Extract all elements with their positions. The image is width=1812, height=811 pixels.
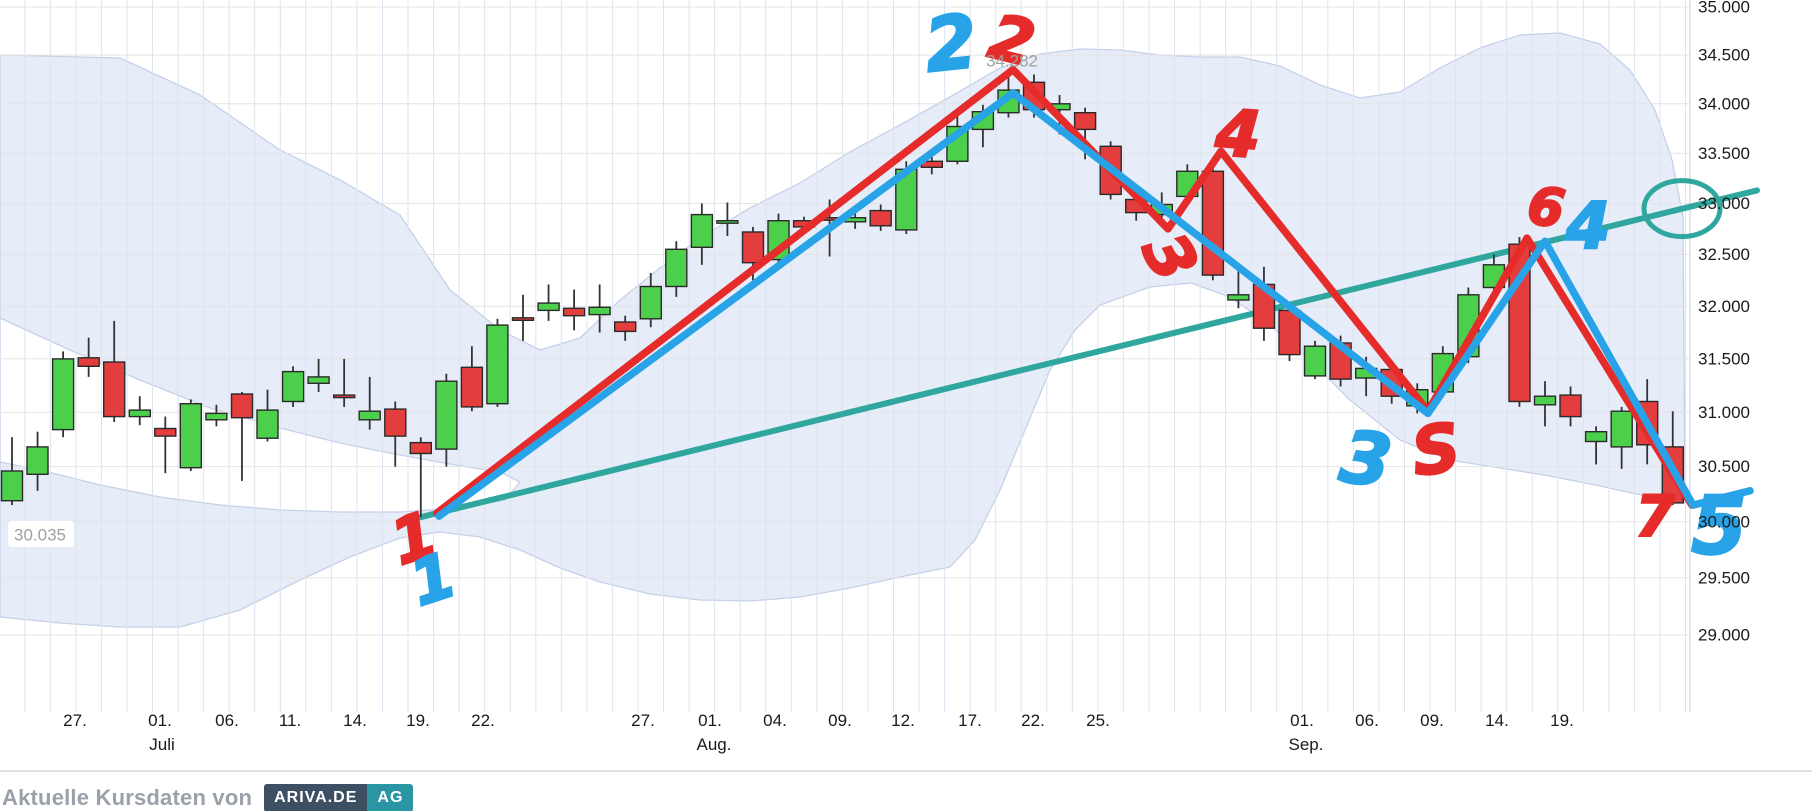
candle — [639, 285, 662, 320]
candle — [154, 427, 177, 437]
candle — [307, 376, 330, 384]
annotation-circle — [1641, 178, 1723, 240]
candle — [869, 209, 892, 227]
candle — [1559, 394, 1582, 418]
candle — [230, 393, 254, 419]
candle — [102, 361, 126, 418]
y-axis-label: 31.000 — [1698, 403, 1750, 422]
candle — [77, 357, 100, 367]
y-axis-label: 29.000 — [1698, 626, 1750, 645]
y-axis-label: 33.000 — [1698, 194, 1750, 213]
x-axis-label: 01. — [698, 711, 722, 730]
price-label: 34.282 — [986, 52, 1038, 71]
x-axis-label: 11. — [279, 711, 301, 730]
x-axis-label: 09. — [828, 711, 852, 730]
x-axis-label: 09. — [1420, 711, 1444, 730]
y-axis-label: 34.500 — [1698, 46, 1750, 65]
candle — [537, 302, 560, 312]
candle — [1073, 111, 1097, 131]
y-axis-label: 30.000 — [1698, 512, 1750, 531]
ariva-logo-name: ARIVA.DE — [264, 784, 368, 811]
x-axis-label: 12. — [891, 711, 915, 730]
candle — [1584, 431, 1608, 443]
x-axis-label: 22. — [1021, 711, 1045, 730]
y-axis-label: 33.500 — [1698, 144, 1750, 163]
candle — [26, 446, 49, 475]
x-axis-label: 17. — [958, 711, 982, 730]
candle — [1533, 395, 1557, 406]
wave-number-blue-2: 2 — [921, 0, 981, 89]
y-axis-label: 29.500 — [1698, 568, 1750, 587]
candle — [1303, 345, 1327, 377]
x-axis-month-label: Sep. — [1289, 735, 1324, 754]
x-axis-label: 19. — [1550, 711, 1574, 730]
candle — [51, 358, 75, 431]
candle — [665, 248, 688, 288]
candle — [435, 380, 458, 450]
x-axis-label: 01. — [148, 711, 172, 730]
candle — [1227, 294, 1250, 301]
wave-line-red — [433, 65, 1696, 517]
candle — [384, 408, 407, 437]
wave-number-red-S: S — [1407, 409, 1465, 492]
candle — [179, 403, 203, 469]
wave-number-blue-5: 5 — [1691, 480, 1747, 573]
data-source-footer: Aktuelle Kursdaten von ARIVA.DE AG — [2, 784, 414, 811]
candle — [460, 366, 484, 408]
candle — [333, 394, 356, 399]
candle — [281, 370, 305, 403]
x-axis-label: 19. — [406, 711, 430, 730]
y-axis-label: 32.500 — [1698, 245, 1750, 264]
footer-text: Aktuelle Kursdaten von — [2, 785, 253, 810]
candle — [128, 409, 152, 418]
x-axis-label: 27. — [631, 711, 655, 730]
price-label-box — [8, 521, 74, 547]
candle — [358, 410, 381, 421]
y-axis-label: 35.000 — [1698, 0, 1750, 17]
wave-number-red-2: 2 — [982, 0, 1042, 81]
candle — [588, 306, 611, 316]
x-axis-label: 27. — [63, 711, 87, 730]
candle — [0, 470, 24, 502]
x-axis-label: 25. — [1086, 711, 1110, 730]
candle — [1610, 410, 1633, 448]
candle — [511, 317, 535, 321]
candle — [741, 231, 765, 264]
candle — [486, 324, 509, 405]
wave-number-blue-4: 4 — [1565, 190, 1611, 264]
wave-line-blue — [435, 89, 1754, 520]
x-axis-month-label: Aug. — [697, 735, 732, 754]
candle — [409, 441, 432, 455]
x-axis-label: 06. — [1355, 711, 1379, 730]
candle — [716, 219, 739, 224]
candle — [1278, 309, 1301, 356]
wave-number-blue-3: 3 — [1335, 414, 1396, 504]
x-axis-label: 14. — [343, 711, 367, 730]
y-axis-label: 31.500 — [1698, 349, 1750, 368]
x-axis-label: 22. — [471, 711, 495, 730]
x-axis-label: 01. — [1290, 711, 1314, 730]
y-axis-label: 32.000 — [1698, 297, 1750, 316]
x-axis-month-label: Juli — [149, 735, 175, 754]
y-axis-label: 34.000 — [1698, 94, 1750, 113]
x-axis-label: 14. — [1485, 711, 1509, 730]
wave-number-red-6: 6 — [1524, 176, 1568, 240]
candle — [256, 409, 279, 439]
wave-number-blue-1: 1 — [401, 538, 465, 621]
ariva-logo-ag: AG — [367, 784, 414, 811]
x-axis-label: 04. — [763, 711, 787, 730]
x-axis-label: 06. — [215, 711, 239, 730]
candle — [690, 213, 714, 249]
candle — [205, 412, 228, 421]
candle — [562, 307, 586, 317]
y-axis-label: 30.500 — [1698, 457, 1750, 476]
vertical-gridlines — [24, 0, 1686, 712]
wave-number-red-7: 7 — [1636, 485, 1675, 550]
candle — [614, 321, 637, 333]
wave-number-red-4: 4 — [1212, 96, 1263, 173]
ariva-logo[interactable]: ARIVA.DE AG — [264, 784, 414, 811]
price-label: 30.035 — [14, 526, 66, 545]
